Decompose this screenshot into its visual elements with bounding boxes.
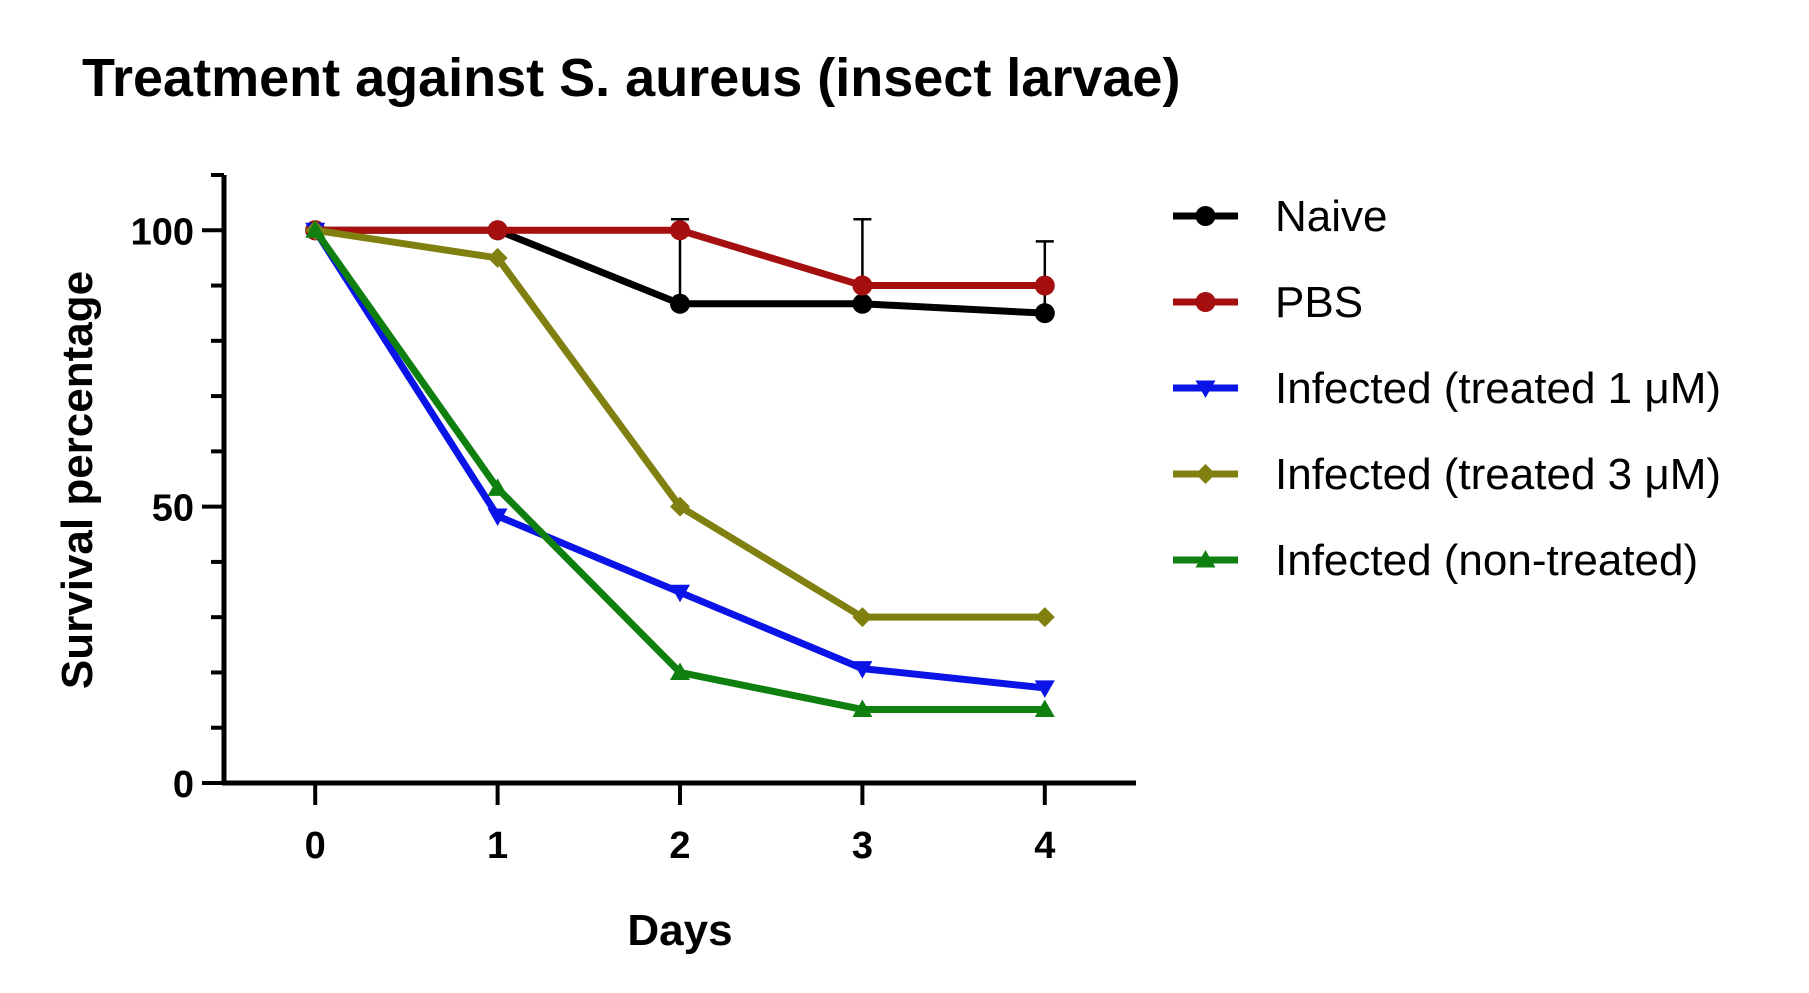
data-point (1034, 607, 1055, 628)
legend-label: Infected (non-treated) (1275, 536, 1698, 585)
data-point (852, 275, 873, 296)
data-point (852, 699, 873, 717)
data-point (670, 584, 690, 603)
y-axis-label: Survival percentage (53, 271, 102, 689)
data-point (1034, 680, 1055, 698)
legend-label: Infected (treated 1 μM) (1275, 364, 1721, 413)
y-tick-label: 50 (152, 488, 194, 530)
legend-label: PBS (1275, 278, 1363, 327)
x-tick-label: 0 (305, 825, 326, 867)
data-point (487, 508, 508, 527)
legend: Naive PBS Infected (treated 1 μM) Infected … (1173, 192, 1721, 585)
x-axis-label: Days (627, 906, 732, 955)
axes: 0 50 100 0 1 2 3 4 (131, 173, 1136, 867)
plot-area (305, 217, 1055, 717)
series-4 (305, 220, 1055, 717)
legend-marker (1195, 464, 1216, 484)
legend-item: Infected (treated 3 μM) (1173, 450, 1721, 499)
data-point (852, 661, 873, 679)
data-point (1034, 303, 1055, 324)
legend-item: Infected (non-treated) (1173, 536, 1698, 585)
data-point (852, 293, 873, 314)
data-point (670, 496, 690, 517)
legend-marker (1195, 550, 1216, 568)
legend-item: Naive (1173, 192, 1388, 241)
data-point (852, 607, 873, 628)
data-point (1034, 275, 1055, 296)
x-tick-label: 2 (669, 825, 690, 867)
legend-item: Infected (treated 1 μM) (1173, 364, 1721, 413)
legend-item: PBS (1173, 278, 1363, 327)
chart-title: Treatment against S. aureus (insect larv… (82, 48, 1180, 108)
x-tick-label: 3 (852, 825, 873, 867)
legend-marker (1195, 292, 1216, 312)
legend-marker (1195, 206, 1216, 226)
data-point (670, 662, 690, 680)
data-point (305, 220, 326, 238)
data-point (487, 220, 508, 241)
data-point (670, 293, 690, 314)
legend-marker (1195, 380, 1216, 398)
legend-label: Infected (treated 3 μM) (1275, 450, 1721, 499)
data-point (487, 478, 508, 496)
data-point (670, 220, 690, 241)
x-tick-label: 1 (487, 825, 508, 867)
data-point (1034, 699, 1055, 717)
y-tick-label: 100 (131, 211, 194, 253)
y-tick-label: 0 (173, 764, 194, 806)
x-tick-label: 4 (1034, 825, 1055, 867)
legend-label: Naive (1275, 192, 1388, 241)
data-point (487, 247, 508, 268)
